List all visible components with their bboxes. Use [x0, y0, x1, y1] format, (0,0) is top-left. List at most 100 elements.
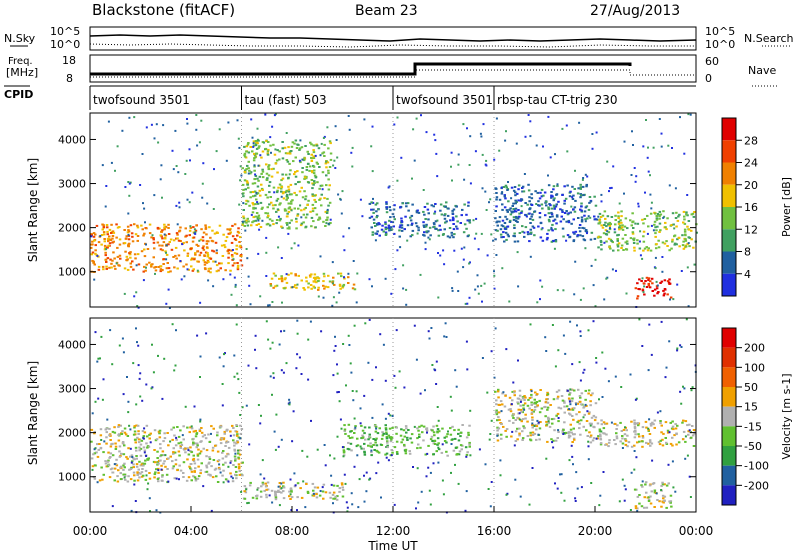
scatter-cell	[590, 264, 593, 267]
scatter-cell	[504, 231, 508, 234]
scatter-cell	[143, 449, 147, 452]
scatter-cell	[148, 472, 151, 474]
scatter-cell	[270, 201, 273, 204]
scatter-cell	[194, 429, 197, 432]
scatter-cell	[462, 266, 465, 269]
scatter-cell	[259, 295, 262, 298]
scatter-cell	[147, 457, 150, 460]
scatter-cell	[503, 227, 506, 230]
scatter-cell	[377, 461, 380, 464]
scatter-cell	[194, 252, 197, 255]
scatter-cell	[243, 490, 246, 493]
scatter-cell	[427, 466, 430, 469]
scatter-cell	[94, 244, 97, 247]
scatter-cell	[641, 345, 644, 347]
scatter-cell	[254, 203, 257, 206]
scatter-cell	[674, 423, 677, 426]
scatter-cell	[617, 233, 620, 236]
scatter-cell	[281, 173, 284, 176]
scatter-cell	[317, 286, 320, 289]
scatter-cell	[681, 438, 685, 441]
scatter-cell	[614, 375, 617, 378]
scatter-cell	[141, 468, 144, 470]
scatter-cell	[108, 242, 112, 245]
scatter-cell	[314, 278, 317, 281]
scatter-cell	[153, 194, 156, 197]
scatter-cell	[247, 275, 250, 278]
scatter-cell	[167, 267, 171, 270]
scatter-cell	[284, 173, 288, 176]
scatter-cell	[630, 471, 633, 474]
scatter-cell	[338, 284, 342, 287]
scatter-cell	[137, 344, 140, 347]
scatter-cell	[256, 202, 260, 205]
scatter-cell	[282, 481, 285, 484]
scatter-cell	[123, 427, 127, 430]
scatter-cell	[567, 434, 571, 437]
scatter-cell	[608, 439, 611, 442]
scatter-cell	[237, 456, 240, 459]
scatter-cell	[274, 162, 278, 165]
scatter-cell	[513, 227, 516, 229]
scatter-cell	[507, 181, 509, 183]
scatter-cell	[675, 243, 678, 246]
scatter-cell	[589, 394, 593, 397]
scatter-cell	[194, 467, 197, 470]
scatter-cell	[137, 364, 140, 367]
scatter-cell	[143, 451, 146, 454]
scatter-cell	[503, 405, 507, 408]
scatter-cell	[408, 452, 412, 455]
scatter-cell	[371, 416, 374, 419]
scatter-cell	[417, 226, 420, 229]
scatter-cell	[192, 226, 195, 229]
scatter-cell	[615, 435, 619, 438]
scatter-cell	[281, 192, 285, 195]
scatter-cell	[587, 440, 590, 443]
scatter-cell	[158, 429, 162, 432]
scatter-cell	[376, 230, 379, 233]
scatter-cell	[146, 248, 150, 250]
scatter-cell	[488, 438, 491, 441]
scatter-cell	[159, 270, 162, 273]
scatter-cell	[675, 443, 678, 446]
colorbar-swatch	[722, 446, 736, 466]
scatter-cell	[505, 238, 508, 241]
scatter-cell	[180, 278, 183, 281]
scatter-cell	[368, 202, 372, 205]
cpid-segment-label: tau (fast) 503	[245, 93, 327, 107]
scatter-cell	[333, 283, 336, 286]
scatter-cell	[238, 470, 241, 473]
scatter-cell	[126, 457, 129, 460]
scatter-cell	[205, 470, 209, 473]
scatter-cell	[625, 292, 628, 295]
scatter-cell	[237, 137, 240, 140]
scatter-cell	[654, 212, 657, 215]
scatter-cell	[505, 348, 508, 351]
scatter-cell	[428, 489, 431, 492]
scatter-cell	[200, 427, 203, 429]
scatter-cell	[509, 207, 512, 210]
scatter-cell	[94, 233, 97, 236]
scatter-cell	[336, 435, 339, 438]
scatter-cell	[338, 487, 342, 490]
scatter-cell	[236, 433, 239, 436]
scatter-cell	[171, 323, 174, 326]
scatter-cell	[310, 273, 313, 276]
scatter-cell	[395, 329, 398, 332]
scatter-cell	[252, 203, 255, 206]
scatter-cell	[589, 434, 593, 437]
scatter-cell	[227, 256, 230, 259]
scatter-cell	[207, 473, 210, 476]
scatter-cell	[171, 149, 174, 152]
scatter-cell	[652, 146, 655, 149]
scatter-cell	[250, 224, 253, 227]
scatter-cell	[477, 292, 480, 295]
scatter-cell	[564, 352, 567, 355]
scatter-cell	[442, 249, 445, 252]
scatter-cell	[316, 276, 319, 279]
scatter-cell	[641, 436, 645, 439]
scatter-cell	[651, 459, 654, 462]
scatter-cell	[567, 397, 571, 400]
scatter-cell	[310, 419, 312, 422]
scatter-cell	[663, 483, 666, 486]
